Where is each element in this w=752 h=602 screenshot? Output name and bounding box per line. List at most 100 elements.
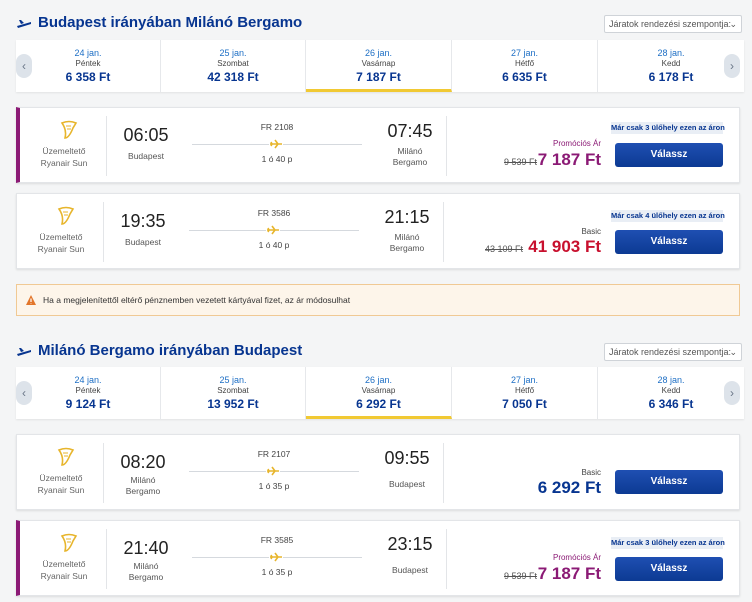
- old-price: 9 539 Ft: [504, 157, 538, 167]
- flight-card: Üzemeltető Ryanair Sun 19:35 Budapest FR…: [16, 193, 740, 269]
- date-price: 6 635 Ft: [502, 70, 547, 84]
- operator-name: Ryanair Sun: [37, 244, 85, 254]
- weekday-label: Vasárnap: [361, 386, 396, 395]
- date-selector: 24 jan. Péntek 6 358 Ft 25 jan. Szombat …: [16, 40, 744, 92]
- select-flight-button[interactable]: Válassz: [615, 557, 723, 581]
- date-label: 26 jan.: [364, 375, 393, 385]
- departure-time: 21:40: [123, 538, 169, 558]
- departure-time: 19:35: [120, 211, 166, 231]
- flight-duration: 1 ó 40 p: [258, 240, 290, 250]
- date-option[interactable]: 24 jan. Péntek 9 124 Ft: [16, 367, 161, 419]
- operator-label: Üzemeltető: [42, 146, 86, 156]
- date-price: 6 358 Ft: [65, 70, 111, 84]
- date-option[interactable]: 24 jan. Péntek 6 358 Ft: [16, 40, 161, 92]
- arrival-time: 23:15: [387, 534, 433, 554]
- date-option-selected[interactable]: 26 jan. Vasárnap 6 292 Ft: [306, 367, 452, 419]
- flight-duration: 1 ó 35 p: [258, 481, 290, 491]
- flight-card: Üzemeltető Ryanair Sun 21:40 Milánó Berg…: [16, 520, 740, 596]
- operator-name: Ryanair Sun: [40, 571, 88, 581]
- arrival-city: Milánó: [394, 232, 420, 242]
- departure-city-line2: Bergamo: [128, 572, 164, 582]
- date-label: 25 jan.: [219, 375, 247, 385]
- divider: [106, 529, 107, 589]
- chevron-down-icon: ⌄: [729, 19, 737, 29]
- departure-city: Budapest: [125, 237, 161, 247]
- date-price: 7 187 Ft: [356, 70, 401, 84]
- flight-number: FR 2107: [257, 449, 291, 459]
- currency-warning: Ha a megjelenítettől eltérő pénznemben v…: [16, 284, 740, 316]
- arrival-city: Budapest: [389, 479, 425, 489]
- outbound-header: Budapest irányában Milánó Bergamo Járato…: [0, 8, 752, 38]
- flight-number: FR 3586: [257, 208, 291, 218]
- date-option-selected[interactable]: 26 jan. Vasárnap 7 187 Ft: [306, 40, 452, 92]
- ryanair-harp-icon: [57, 447, 75, 466]
- arrival-city-line2: Bergamo: [389, 243, 425, 253]
- divider: [443, 202, 444, 262]
- ryanair-harp-icon: [60, 120, 78, 139]
- sort-label: Járatok rendezési szempontja:: [609, 19, 732, 29]
- weekday-label: Szombat: [217, 386, 249, 395]
- fare-type: Promóciós Ár: [552, 139, 601, 148]
- arrival-city: Budapest: [392, 565, 428, 575]
- departure-time: 08:20: [120, 452, 166, 472]
- weekday-label: Kedd: [661, 59, 681, 68]
- date-option[interactable]: 27 jan. Hétfő 7 050 Ft: [452, 367, 598, 419]
- date-option[interactable]: 25 jan. Szombat 13 952 Ft: [161, 367, 306, 419]
- date-selector: 24 jan. Péntek 9 124 Ft 25 jan. Szombat …: [16, 367, 744, 419]
- warning-icon: [26, 295, 36, 305]
- weekday-label: Kedd: [661, 386, 681, 395]
- date-label: 28 jan.: [657, 48, 685, 58]
- date-label: 24 jan.: [74, 375, 102, 385]
- operator-label: Üzemeltető: [39, 232, 83, 242]
- weekday-label: Hétfő: [514, 59, 535, 68]
- operator-label: Üzemeltető: [39, 473, 83, 483]
- seats-left-badge: Már csak 3 ülőhely ezen az áron: [611, 537, 725, 549]
- flight-card: Üzemeltető Ryanair Sun 08:20 Milánó Berg…: [16, 434, 740, 510]
- arrival-time: 07:45: [387, 121, 433, 141]
- return-header: Milánó Bergamo irányában Budapest Járato…: [0, 336, 752, 366]
- divider: [446, 116, 447, 176]
- chevron-right-icon[interactable]: ›: [724, 54, 740, 78]
- operator-label: Üzemeltető: [42, 559, 86, 569]
- flight-duration: 1 ó 40 p: [261, 154, 293, 164]
- operator-name: Ryanair Sun: [40, 158, 88, 168]
- date-price: 6 346 Ft: [648, 397, 694, 411]
- date-option[interactable]: 25 jan. Szombat 42 318 Ft: [161, 40, 306, 92]
- sort-select[interactable]: Járatok rendezési szempontja: ⌄: [604, 15, 742, 33]
- sort-select[interactable]: Járatok rendezési szempontja: ⌄: [604, 343, 742, 361]
- arrival-city-line2: Bergamo: [392, 157, 428, 167]
- date-option[interactable]: 28 jan. Kedd 6 178 Ft: [598, 40, 744, 92]
- chevron-right-icon[interactable]: ›: [724, 381, 740, 405]
- date-price: 9 124 Ft: [65, 397, 111, 411]
- old-price: 9 539 Ft: [504, 571, 538, 581]
- flight-number: FR 2108: [260, 122, 294, 132]
- warning-text: Ha a megjelenítettől eltérő pénznemben v…: [43, 295, 351, 305]
- old-price: 43 109 Ft: [485, 244, 524, 254]
- select-flight-button[interactable]: Válassz: [615, 230, 723, 254]
- chevron-left-icon[interactable]: ‹: [16, 381, 32, 405]
- divider: [443, 443, 444, 503]
- date-price: 42 318 Ft: [207, 70, 259, 84]
- select-flight-button[interactable]: Válassz: [615, 143, 723, 167]
- seats-left-badge: Már csak 3 ülőhely ezen az áron: [611, 122, 725, 134]
- select-flight-button[interactable]: Válassz: [615, 470, 723, 494]
- flight-card: Üzemeltető Ryanair Sun 06:05 Budapest FR…: [16, 107, 740, 183]
- weekday-label: Péntek: [75, 59, 101, 68]
- weekday-label: Péntek: [75, 386, 101, 395]
- outbound-title: Budapest irányában Milánó Bergamo: [38, 14, 303, 31]
- weekday-label: Vasárnap: [361, 59, 396, 68]
- date-option[interactable]: 27 jan. Hétfő 6 635 Ft: [452, 40, 598, 92]
- fare-price: 41 903 Ft: [528, 237, 601, 256]
- fare-type: Basic: [581, 468, 601, 477]
- departure-city: Milánó: [133, 561, 159, 571]
- arrival-city: Milánó: [397, 146, 423, 156]
- date-label: 24 jan.: [74, 48, 102, 58]
- chevron-left-icon[interactable]: ‹: [16, 54, 32, 78]
- date-option[interactable]: 28 jan. Kedd 6 346 Ft: [598, 367, 744, 419]
- return-title: Milánó Bergamo irányában Budapest: [38, 342, 303, 359]
- arrival-time: 21:15: [384, 207, 430, 227]
- fare-price: 7 187 Ft: [537, 564, 601, 583]
- date-price: 6 292 Ft: [356, 397, 401, 411]
- flight-duration: 1 ó 35 p: [261, 567, 293, 577]
- divider: [103, 202, 104, 262]
